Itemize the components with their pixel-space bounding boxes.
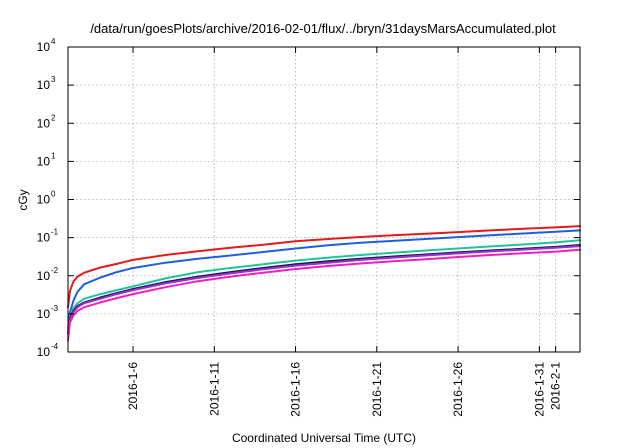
y-tick-exponent: 4 [51, 37, 56, 46]
x-axis-label: Coordinated Universal Time (UTC) [232, 431, 416, 445]
y-tick-label: 10 3 [37, 75, 56, 92]
chart-title: /data/run/goesPlots/archive/2016-02-01/f… [90, 21, 556, 36]
y-tick-label: 10 2 [37, 113, 56, 130]
series-line [67, 239, 581, 330]
y-tick-base: 10 [37, 307, 51, 321]
y-tick-exponent: -1 [51, 228, 59, 237]
x-tick-label: 2016-1-16 [289, 362, 303, 417]
y-tick-label: 10 0 [37, 190, 56, 207]
tick-marks [68, 46, 580, 353]
series-line [67, 225, 581, 309]
y-tick-base: 10 [37, 116, 51, 130]
x-tick-label: 2016-1-6 [126, 362, 140, 410]
x-tick-label: 2016-1-26 [451, 362, 465, 417]
y-tick-base: 10 [37, 40, 51, 54]
y-axis-label: cGy [16, 189, 30, 210]
y-tick-base: 10 [37, 193, 51, 207]
series-line [67, 245, 581, 335]
y-tick-exponent: -4 [51, 342, 59, 351]
y-tick-exponent: 2 [51, 113, 56, 122]
y-tick-base: 10 [37, 231, 51, 245]
y-tick-base: 10 [37, 154, 51, 168]
y-tick-label: 10 -2 [37, 266, 59, 283]
x-tick-label: 2016-1-21 [370, 362, 384, 417]
y-tick-exponent: 1 [51, 151, 56, 160]
y-tick-base: 10 [37, 269, 51, 283]
y-tick-exponent: 3 [51, 75, 56, 84]
y-tick-exponent: -3 [51, 304, 59, 313]
y-tick-label: 10 4 [37, 37, 56, 54]
grid [68, 47, 580, 352]
x-tick-label: 2016-2-1 [549, 362, 563, 410]
x-tick-label: 2016-1-11 [207, 362, 221, 416]
x-tick-labels: 2016-1-6 2016-1-11 2016-1-16 2016-1-21 2016-… [126, 362, 563, 417]
series-layer [67, 225, 581, 342]
y-tick-base: 10 [37, 345, 51, 359]
y-tick-base: 10 [37, 78, 51, 92]
series-line [67, 229, 581, 330]
x-tick-label: 2016-1-31 [532, 362, 546, 417]
y-tick-exponent: -2 [51, 266, 59, 275]
y-tick-label: 10 1 [37, 151, 56, 168]
y-tick-exponent: 0 [51, 190, 56, 199]
y-tick-label: 10 -1 [37, 228, 59, 245]
series-line [67, 248, 581, 342]
y-tick-label: 10 -3 [37, 304, 59, 321]
y-tick-label: 10 -4 [37, 342, 59, 359]
